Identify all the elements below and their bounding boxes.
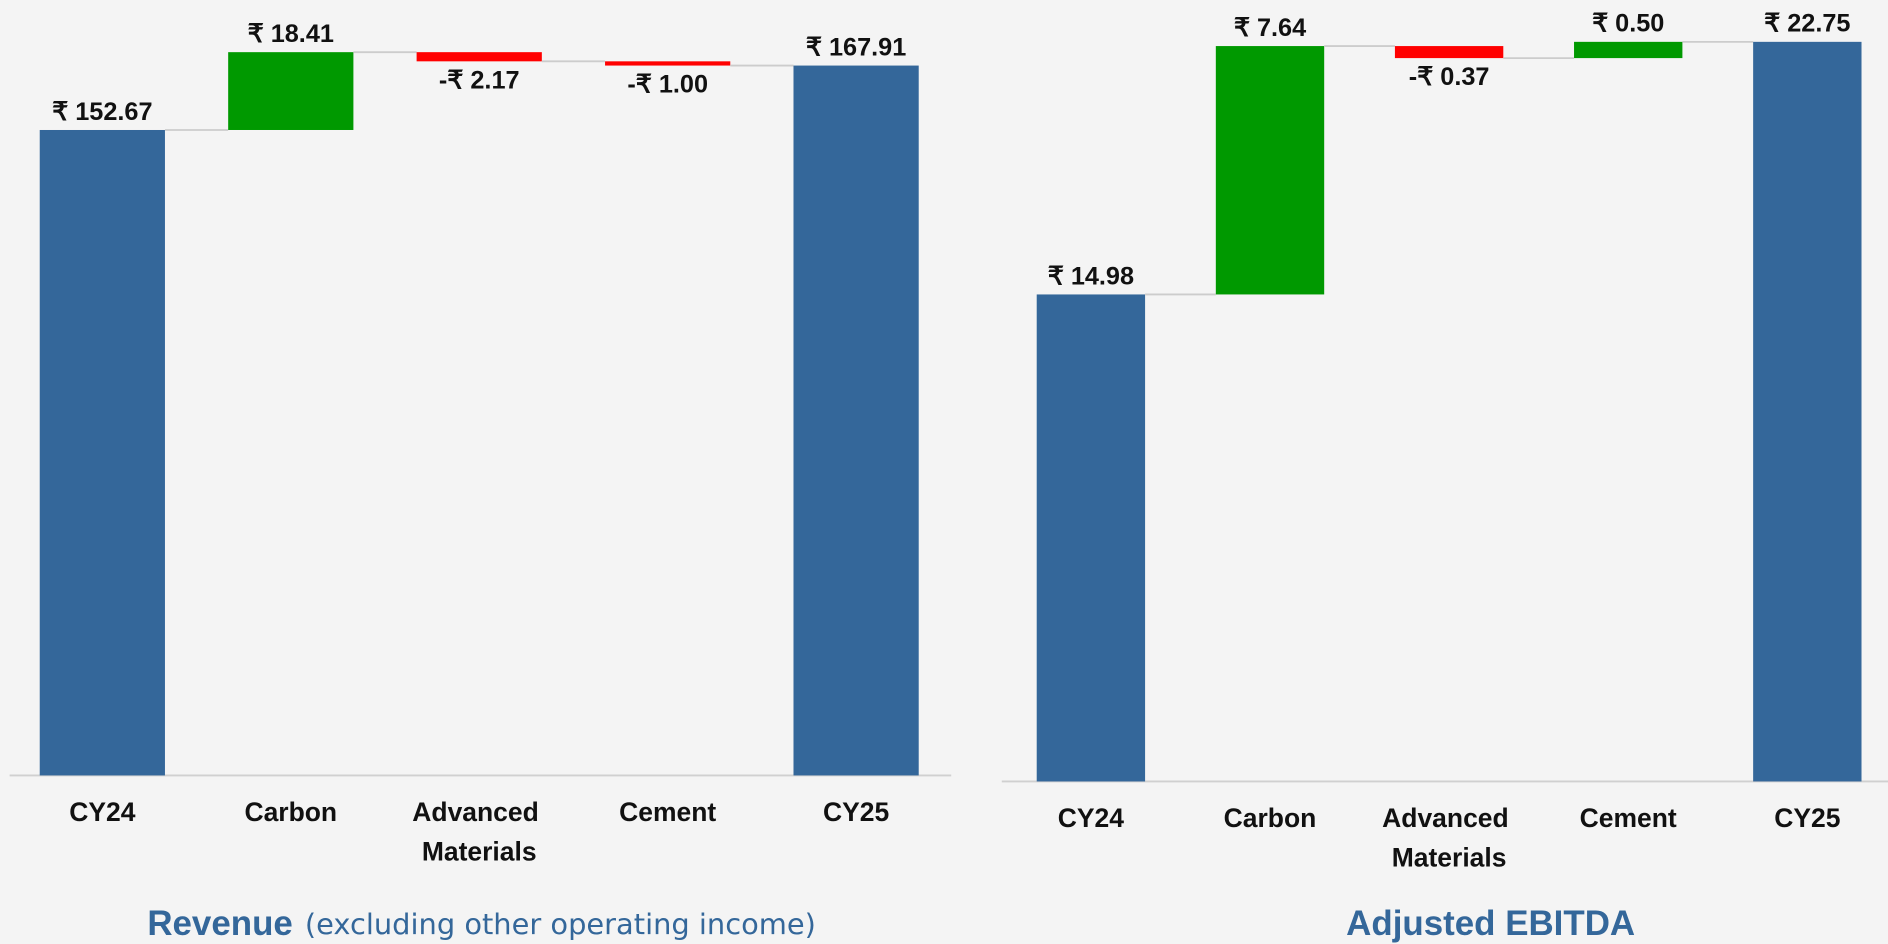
bar xyxy=(1036,294,1146,782)
x-tick-label: Carbon xyxy=(244,797,337,827)
data-label: -₹ 0.37 xyxy=(1409,63,1490,91)
x-tick-label: Carbon xyxy=(1224,803,1317,833)
x-tick-label: Advanced Materials xyxy=(412,797,546,867)
x-tick-label: CY25 xyxy=(823,797,889,827)
bar xyxy=(793,65,919,776)
bar xyxy=(416,52,542,62)
bar xyxy=(1215,46,1325,295)
title-sub: (excluding other operating income) xyxy=(305,907,816,941)
data-label: ₹ 152.67 xyxy=(52,98,152,126)
data-label: ₹ 14.98 xyxy=(1048,262,1134,290)
x-tick-label: CY25 xyxy=(1774,803,1840,833)
bar xyxy=(1574,41,1683,59)
x-tick-label: Cement xyxy=(619,797,716,827)
x-tick-label: Cement xyxy=(1580,803,1677,833)
chart-title: Adjusted EBITDA xyxy=(1346,904,1635,943)
data-label: -₹ 1.00 xyxy=(627,71,708,99)
data-label: ₹ 0.50 xyxy=(1592,10,1664,38)
x-tick-label: Advanced Materials xyxy=(1382,803,1516,873)
bar xyxy=(39,129,165,776)
data-label: ₹ 167.91 xyxy=(806,33,906,61)
x-tick-label: CY24 xyxy=(1058,803,1124,833)
data-label: ₹ 7.64 xyxy=(1234,14,1306,42)
data-label: -₹ 2.17 xyxy=(439,66,520,94)
chart-title: Revenue (excluding other operating income… xyxy=(147,904,816,943)
bar xyxy=(605,61,731,66)
x-tick-label: CY24 xyxy=(69,797,135,827)
title-main: Revenue xyxy=(147,904,293,943)
data-label: ₹ 22.75 xyxy=(1764,10,1850,38)
bar xyxy=(1394,46,1504,59)
bar xyxy=(1753,41,1862,782)
data-label: ₹ 18.41 xyxy=(248,20,334,48)
title-main: Adjusted EBITDA xyxy=(1346,904,1635,943)
bar xyxy=(228,52,354,130)
